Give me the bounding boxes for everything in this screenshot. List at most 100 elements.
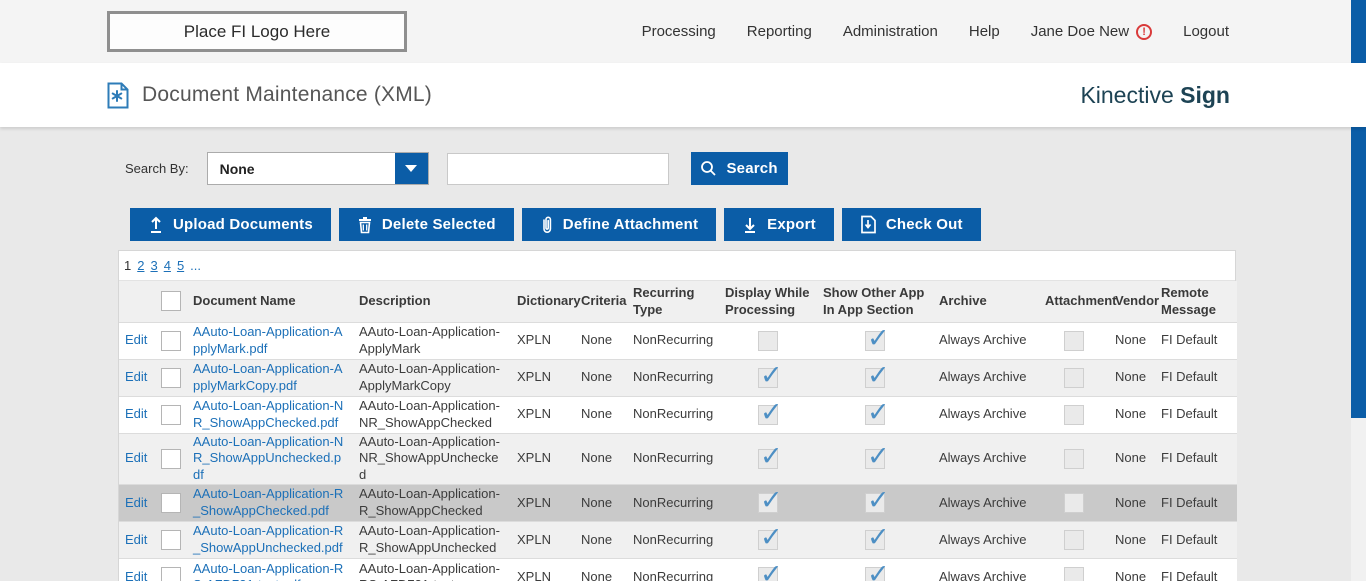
edit-link[interactable]: Edit bbox=[125, 369, 148, 385]
fi-logo-text: Place FI Logo Here bbox=[183, 21, 331, 41]
delete-selected-button[interactable]: Delete Selected bbox=[338, 208, 514, 241]
display-while-processing-checkbox bbox=[758, 520, 783, 555]
download-icon bbox=[745, 217, 756, 233]
document-name-link[interactable]: AAuto-Loan-Application-R_ShowAppChecked.… bbox=[193, 486, 344, 519]
user-menu[interactable]: Jane Doe New ! bbox=[1030, 23, 1153, 40]
search-by-dropdown[interactable]: None bbox=[206, 152, 429, 185]
show-other-app-checkbox bbox=[865, 439, 890, 474]
criteria-cell: None bbox=[581, 406, 613, 422]
remote-message-cell: FI Default bbox=[1161, 406, 1218, 422]
define-attachment-button[interactable]: Define Attachment bbox=[521, 208, 717, 241]
criteria-cell: None bbox=[581, 369, 613, 385]
document-name-link[interactable]: AAuto-Loan-Application-ApplyMark.pdf bbox=[193, 323, 343, 356]
archive-cell: Always Archive bbox=[939, 494, 1027, 510]
pagination-page-2[interactable]: 2 bbox=[137, 258, 145, 273]
recurring-type-cell: NonRecurring bbox=[633, 450, 714, 466]
table-row: Edit AAuto-Loan-Application-R_ShowAppChe… bbox=[119, 483, 1237, 522]
row-select-checkbox[interactable] bbox=[161, 367, 181, 388]
edit-link[interactable]: Edit bbox=[125, 494, 148, 510]
nav-administration[interactable]: Administration bbox=[842, 23, 938, 40]
row-select-checkbox[interactable] bbox=[161, 567, 181, 581]
row-select-checkbox[interactable] bbox=[161, 530, 181, 551]
document-name-link[interactable]: AAuto-Loan-Application-NR_ShowAppUncheck… bbox=[193, 433, 344, 483]
nav-reporting[interactable]: Reporting bbox=[746, 23, 812, 40]
nav-help[interactable]: Help bbox=[968, 23, 1000, 40]
display-while-processing-checkbox bbox=[758, 483, 783, 518]
user-name[interactable]: Jane Doe New bbox=[1030, 23, 1130, 40]
edit-link[interactable]: Edit bbox=[125, 332, 148, 348]
dictionary-cell: XPLN bbox=[517, 406, 551, 422]
criteria-cell: None bbox=[581, 531, 613, 547]
edit-link[interactable]: Edit bbox=[125, 406, 148, 422]
archive-cell: Always Archive bbox=[939, 406, 1027, 422]
description-cell: AAuto-Loan-Application-R_ShowAppChecked bbox=[359, 486, 500, 519]
export-label: Export bbox=[767, 216, 816, 233]
paperclip-icon bbox=[542, 216, 551, 233]
toolbar: Upload Documents Delete Selected Define … bbox=[130, 208, 1366, 241]
upload-documents-button[interactable]: Upload Documents bbox=[130, 208, 331, 241]
description-cell: AAuto-Loan-Application-ApplyMark bbox=[359, 323, 500, 356]
row-select-checkbox[interactable] bbox=[161, 493, 181, 514]
col-document-name: Document Name bbox=[193, 293, 296, 309]
attachment-checkbox bbox=[1064, 567, 1084, 581]
remote-message-cell: FI Default bbox=[1161, 332, 1218, 348]
pagination-page-3[interactable]: 3 bbox=[150, 258, 158, 273]
edit-link[interactable]: Edit bbox=[125, 568, 148, 581]
document-name-link[interactable]: AAuto-Loan-Application-RS-AFD731-test.pd… bbox=[193, 560, 344, 581]
export-button[interactable]: Export bbox=[724, 208, 834, 241]
document-name-link[interactable]: AAuto-Loan-Application-R_ShowAppUnchecke… bbox=[193, 523, 344, 556]
col-recurring-type: Recurring Type bbox=[633, 284, 695, 318]
pagination-ellipsis[interactable]: ... bbox=[190, 258, 202, 273]
row-select-checkbox[interactable] bbox=[161, 404, 181, 425]
description-cell: AAuto-Loan-Application-ApplyMarkCopy bbox=[359, 360, 500, 393]
search-row: Search By: None Search bbox=[125, 152, 1366, 185]
remote-message-cell: FI Default bbox=[1161, 494, 1218, 510]
upload-icon bbox=[151, 216, 161, 233]
recurring-type-cell: NonRecurring bbox=[633, 369, 714, 385]
show-other-app-checkbox bbox=[865, 358, 890, 393]
upload-documents-label: Upload Documents bbox=[173, 216, 313, 233]
recurring-type-cell: NonRecurring bbox=[633, 531, 714, 547]
display-while-processing-checkbox bbox=[758, 395, 783, 430]
search-input[interactable] bbox=[446, 152, 669, 185]
description-cell: AAuto-Loan-Application-R_ShowAppUnchecke… bbox=[359, 523, 500, 556]
archive-cell: Always Archive bbox=[939, 369, 1027, 385]
search-by-selected-value: None bbox=[219, 160, 255, 177]
nav-processing[interactable]: Processing bbox=[641, 23, 716, 40]
col-dictionary: Dictionary bbox=[517, 293, 581, 309]
vendor-cell: None bbox=[1115, 494, 1147, 510]
document-name-link[interactable]: AAuto-Loan-Application-NR_ShowAppChecked… bbox=[193, 397, 344, 430]
pagination-page-5[interactable]: 5 bbox=[176, 258, 185, 273]
row-select-checkbox[interactable] bbox=[161, 448, 181, 469]
criteria-cell: None bbox=[581, 568, 613, 581]
remote-message-cell: FI Default bbox=[1161, 450, 1218, 466]
search-button[interactable]: Search bbox=[690, 152, 788, 185]
edit-link[interactable]: Edit bbox=[125, 531, 148, 547]
row-select-checkbox[interactable] bbox=[161, 330, 181, 351]
table-row: Edit AAuto-Loan-Application-NR_ShowAppUn… bbox=[119, 433, 1237, 485]
checkout-document-icon bbox=[861, 215, 876, 234]
archive-cell: Always Archive bbox=[939, 531, 1027, 547]
pagination-current-page[interactable]: 1 bbox=[124, 258, 132, 273]
dictionary-cell: XPLN bbox=[517, 494, 551, 510]
check-out-button[interactable]: Check Out bbox=[841, 208, 981, 241]
pagination: 1 2 3 4 5 ... bbox=[119, 251, 1235, 281]
dropdown-button[interactable] bbox=[394, 153, 428, 184]
display-while-processing-checkbox bbox=[758, 358, 783, 393]
remote-message-cell: FI Default bbox=[1161, 531, 1218, 547]
nav-logout[interactable]: Logout bbox=[1183, 23, 1229, 40]
attachment-checkbox bbox=[1064, 367, 1084, 388]
criteria-cell: None bbox=[581, 494, 613, 510]
pagination-page-4[interactable]: 4 bbox=[163, 258, 171, 273]
edit-link[interactable]: Edit bbox=[125, 450, 148, 466]
table-row: Edit AAuto-Loan-Application-ApplyMarkCop… bbox=[119, 358, 1237, 396]
archive-cell: Always Archive bbox=[939, 568, 1027, 581]
document-name-link[interactable]: AAuto-Loan-Application-ApplyMarkCopy.pdf bbox=[193, 360, 343, 393]
header-edit-spacer bbox=[119, 281, 155, 322]
col-remote-message: Remote Message bbox=[1161, 284, 1216, 318]
recurring-type-cell: NonRecurring bbox=[633, 568, 714, 581]
trash-icon bbox=[358, 216, 371, 233]
search-button-label: Search bbox=[726, 160, 778, 177]
select-all-checkbox[interactable] bbox=[161, 291, 181, 312]
